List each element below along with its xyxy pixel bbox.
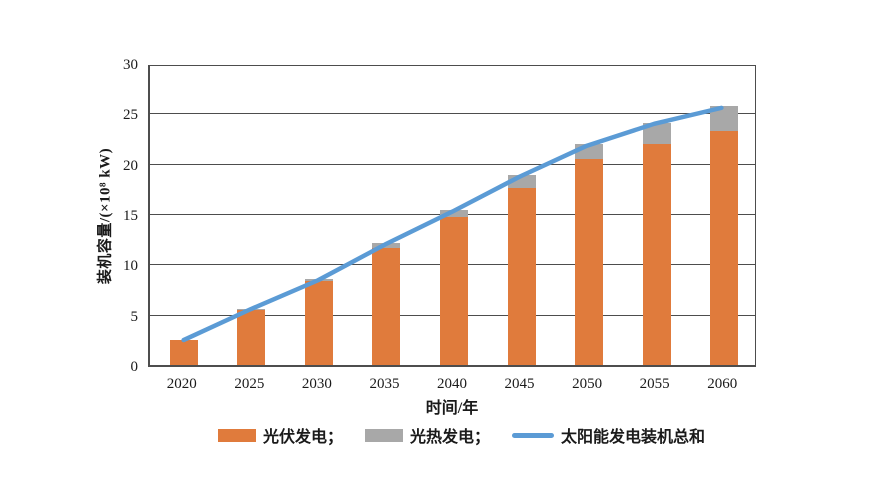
gridline-25 <box>150 113 755 115</box>
y-tick-5: 5 <box>130 308 139 325</box>
x-tick-2055: 2055 <box>639 376 670 392</box>
legend-swatch-total-line-icon <box>512 432 554 438</box>
x-tick-2045: 2045 <box>504 376 535 392</box>
bar-2035-csp <box>372 243 401 249</box>
legend-item-total: 太阳能发电装机总和 <box>512 423 705 447</box>
legend-item-pv: 光伏发电； <box>217 423 343 447</box>
x-tick-2035: 2035 <box>369 376 400 392</box>
legend-label-total: 太阳能发电装机总和 <box>561 429 706 446</box>
bar-2020-pv <box>169 339 198 365</box>
bar-2040-pv <box>440 217 468 365</box>
bar-2060-csp <box>710 106 739 132</box>
bar-2025-pv <box>237 309 266 365</box>
legend: 光伏发电； 光热发电； 太阳能发电装机总和 <box>44 423 879 447</box>
bar-2060-pv <box>710 131 739 365</box>
x-tick-2060: 2060 <box>707 376 738 392</box>
bar-2050-csp <box>575 143 604 159</box>
bar-2025-csp <box>237 308 266 310</box>
bar-2040-csp <box>440 210 468 218</box>
bar-2055-csp <box>642 123 671 144</box>
legend-item-csp: 光热发电； <box>364 423 490 447</box>
y-tick-25: 25 <box>123 107 138 124</box>
x-tick-2025: 2025 <box>234 376 265 392</box>
x-tick-2040: 2040 <box>437 376 467 392</box>
bar-2055-pv <box>642 143 671 365</box>
y-tick-15: 15 <box>123 208 138 224</box>
y-tick-30: 30 <box>123 57 138 73</box>
bar-2030-csp <box>304 279 333 282</box>
legend-label-csp: 光热发电； <box>409 429 490 446</box>
bar-2050-pv <box>575 158 604 365</box>
y-tick-0: 0 <box>130 359 139 375</box>
bar-2045-csp <box>507 174 536 188</box>
bar-2030-pv <box>304 281 333 365</box>
x-tick-2050: 2050 <box>572 376 603 392</box>
legend-label-pv: 光伏发电； <box>262 429 343 446</box>
plot-area <box>148 65 756 367</box>
legend-swatch-pv <box>217 428 256 442</box>
x-tick-2030: 2030 <box>301 376 332 392</box>
bar-2035-pv <box>372 248 401 365</box>
legend-swatch-csp <box>364 428 403 442</box>
bar-2045-pv <box>507 187 536 365</box>
y-tick-10: 10 <box>123 258 138 275</box>
y-tick-20: 20 <box>123 157 138 174</box>
x-tick-2020: 2020 <box>166 376 197 392</box>
x-axis-title: 时间/年 <box>425 400 479 417</box>
